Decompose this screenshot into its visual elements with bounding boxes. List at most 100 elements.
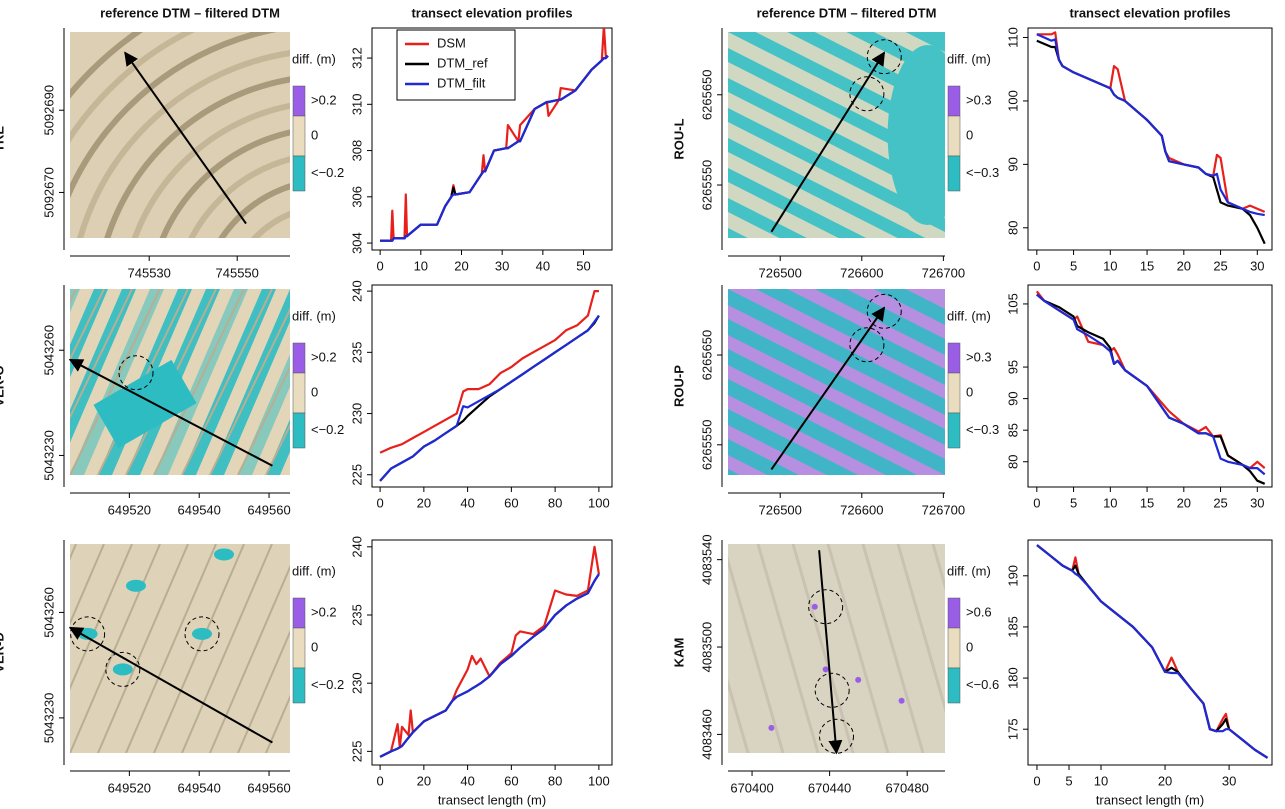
legend-swatch (292, 597, 306, 629)
y-tick-label: 90 (1005, 391, 1020, 405)
ridge (181, 289, 273, 475)
x-tick-label: 40 (536, 258, 550, 273)
map-image (70, 544, 290, 753)
y-tick-label: 6265650 (699, 69, 714, 120)
ridge (896, 544, 945, 714)
legend-label: <−0.2 (311, 422, 344, 437)
plot-box (371, 539, 613, 766)
x-tick-label: 5 (1070, 495, 1077, 510)
x-tick-label: 10 (1094, 773, 1108, 788)
transect-arrow (68, 358, 273, 467)
legend-swatch (947, 155, 961, 192)
row-label: VER-O (0, 365, 6, 406)
x-tick-label: 649560 (247, 780, 290, 795)
x-tick-label: 726700 (922, 265, 965, 280)
y-tick-label: 235 (349, 341, 364, 363)
legend-swatch (947, 85, 961, 117)
x-tick-label: 745530 (128, 265, 171, 280)
legend-label: <−0.3 (966, 165, 999, 180)
legend-label: 0 (311, 639, 318, 654)
y-tick-label: 4083540 (699, 534, 714, 585)
ridge (70, 544, 105, 626)
x-tick-label: 0 (1033, 258, 1040, 273)
legend-label: <−0.2 (311, 165, 344, 180)
legend-title: diff. (m) (947, 51, 991, 66)
ridge (70, 289, 133, 420)
ridge (125, 544, 217, 753)
ridge (265, 423, 290, 475)
y-tick-label: 306 (349, 186, 364, 208)
transect-arrow (770, 306, 886, 470)
highlight-circle (849, 76, 885, 112)
y-tick-label: 308 (349, 140, 364, 162)
map-image (70, 289, 290, 475)
panel-title: reference DTM – filtered DTM (100, 5, 280, 20)
patch (238, 354, 290, 475)
highlight-circle (866, 39, 902, 75)
x-tick-label: 649560 (247, 502, 290, 517)
row-label: KAM (671, 638, 686, 668)
x-tick-label: 20 (454, 258, 468, 273)
patch (112, 663, 133, 676)
x-tick-label: 30 (1222, 773, 1236, 788)
patch (70, 289, 136, 443)
legend-swatch (292, 115, 306, 157)
ridge (181, 544, 273, 753)
x-tick-label: 10 (1103, 495, 1117, 510)
legend-label: >0.6 (966, 604, 992, 619)
legend-title: diff. (m) (292, 308, 336, 323)
legend-swatch (292, 372, 306, 414)
profile-line (379, 314, 600, 482)
profile-line (1036, 293, 1266, 476)
y-tick-label: 240 (349, 536, 364, 558)
x-tick-label: 60 (504, 495, 518, 510)
y-tick-label: 80 (1005, 221, 1020, 235)
y-tick-label: 235 (349, 604, 364, 626)
y-tick-label: 5043260 (41, 325, 56, 376)
y-tick-label: 100 (1005, 90, 1020, 112)
x-tick-label: 726500 (759, 265, 802, 280)
x-tick-label: 726700 (922, 502, 965, 517)
ridge (265, 694, 290, 753)
plot-box (1027, 27, 1273, 251)
band (814, 289, 945, 355)
profile-line (379, 290, 599, 454)
legend-swatch (947, 342, 961, 374)
x-tick-label: 0 (376, 495, 383, 510)
row-label: ROU-L (671, 118, 686, 159)
x-tick-label: 5 (1065, 773, 1072, 788)
x-tick-label: 60 (504, 773, 518, 788)
ridge (209, 307, 290, 475)
band (728, 469, 740, 475)
y-tick-label: 225 (349, 464, 364, 486)
legend-label: <−0.6 (966, 677, 999, 692)
band (728, 152, 898, 238)
ridge (70, 289, 105, 362)
ridge (70, 289, 161, 475)
x-tick-label: 20 (417, 773, 431, 788)
y-tick-label: 230 (349, 403, 364, 425)
x-tick-label: 726600 (840, 265, 883, 280)
x-tick-label: 20 (1177, 495, 1191, 510)
y-tick-label: 85 (1005, 423, 1020, 437)
band (728, 182, 839, 238)
y-tick-label: 95 (1005, 360, 1020, 374)
x-tick-label: 0 (1033, 773, 1040, 788)
patch (898, 697, 905, 704)
x-tick-label: 726500 (759, 502, 802, 517)
legend-title: diff. (m) (292, 563, 336, 578)
ridge (209, 564, 290, 753)
ridge (931, 544, 945, 592)
y-tick-label: 225 (349, 741, 364, 763)
ridge (70, 544, 161, 753)
row-label: ROU-P (671, 365, 686, 407)
y-tick-label: 312 (349, 47, 364, 69)
y-tick-label: 80 (1005, 455, 1020, 469)
y-tick-label: 105 (1005, 293, 1020, 315)
legend-label: DTM_ref (437, 55, 488, 70)
row-label: VER-D (0, 632, 6, 672)
plot-box (1027, 284, 1273, 488)
ridge (728, 677, 750, 753)
x-tick-label: 10 (1103, 258, 1117, 273)
band (728, 409, 859, 475)
